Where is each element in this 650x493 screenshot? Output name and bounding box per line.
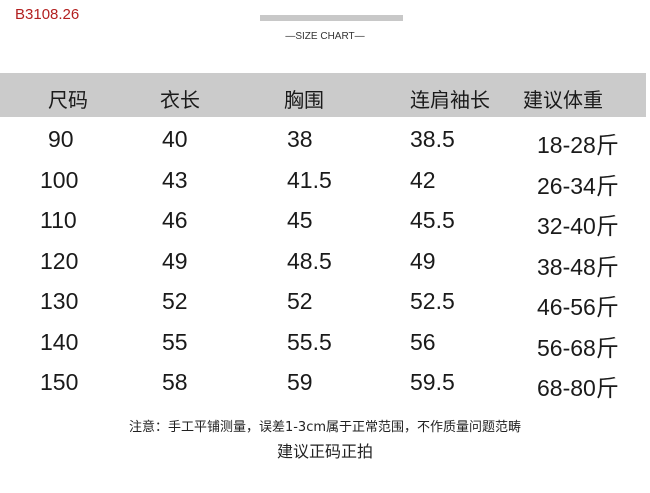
table-cell: 38 bbox=[287, 126, 313, 152]
table-cell: 26-34斤 bbox=[537, 172, 619, 199]
table-cell: 42 bbox=[410, 166, 436, 193]
table-cell: 18-28斤 bbox=[537, 132, 619, 158]
table-cell: 130 bbox=[40, 288, 79, 314]
table-cell: 46 bbox=[162, 207, 188, 233]
table-cell: 140 bbox=[40, 328, 79, 355]
table-cell: 90 bbox=[48, 126, 74, 152]
table-cell: 41.5 bbox=[287, 166, 332, 193]
table-cell: 49 bbox=[162, 247, 188, 274]
table-cell: 55.5 bbox=[287, 328, 332, 355]
table-cell: 55 bbox=[162, 328, 188, 355]
table-cell: 56-68斤 bbox=[537, 334, 619, 361]
table-cell: 59.5 bbox=[410, 369, 455, 395]
table-cell: 49 bbox=[410, 247, 436, 274]
table-cell: 59 bbox=[287, 369, 313, 395]
table-cell: 56 bbox=[410, 328, 436, 355]
table-cell: 68-80斤 bbox=[537, 375, 619, 401]
table-cell: 40 bbox=[162, 126, 188, 152]
table-cell: 52 bbox=[162, 288, 188, 314]
size-chart-subtitle: —SIZE CHART— bbox=[285, 31, 365, 42]
table-cell: 100 bbox=[40, 166, 79, 193]
table-cell: 46-56斤 bbox=[537, 294, 619, 320]
column-header: 建议体重 bbox=[523, 88, 603, 112]
column-header: 尺码 bbox=[48, 88, 88, 112]
product-code: B3108.26 bbox=[15, 6, 80, 23]
table-cell: 48.5 bbox=[287, 247, 332, 274]
table-cell: 45 bbox=[287, 207, 313, 233]
column-header: 胸围 bbox=[284, 88, 324, 112]
measurement-note: 注意：手工平铺测量，误差1-3cm属于正常范围，不作质量问题范畴 bbox=[128, 420, 522, 435]
table-cell: 110 bbox=[40, 207, 77, 233]
column-header: 衣长 bbox=[160, 88, 200, 112]
table-cell: 150 bbox=[40, 369, 79, 395]
table-cell: 38-48斤 bbox=[537, 253, 619, 280]
table-cell: 32-40斤 bbox=[537, 213, 619, 239]
table-header bbox=[0, 73, 646, 117]
table-cell: 45.5 bbox=[410, 207, 455, 233]
sizing-advice: 建议正码正拍 bbox=[276, 442, 373, 461]
table-cell: 43 bbox=[162, 166, 188, 193]
title-bar bbox=[260, 15, 403, 21]
table-cell: 38.5 bbox=[410, 126, 455, 152]
column-header: 连肩袖长 bbox=[410, 88, 490, 112]
table-cell: 58 bbox=[162, 369, 188, 395]
table-cell: 52 bbox=[287, 288, 313, 314]
table-cell: 52.5 bbox=[410, 288, 455, 314]
table-cell: 120 bbox=[40, 247, 79, 274]
